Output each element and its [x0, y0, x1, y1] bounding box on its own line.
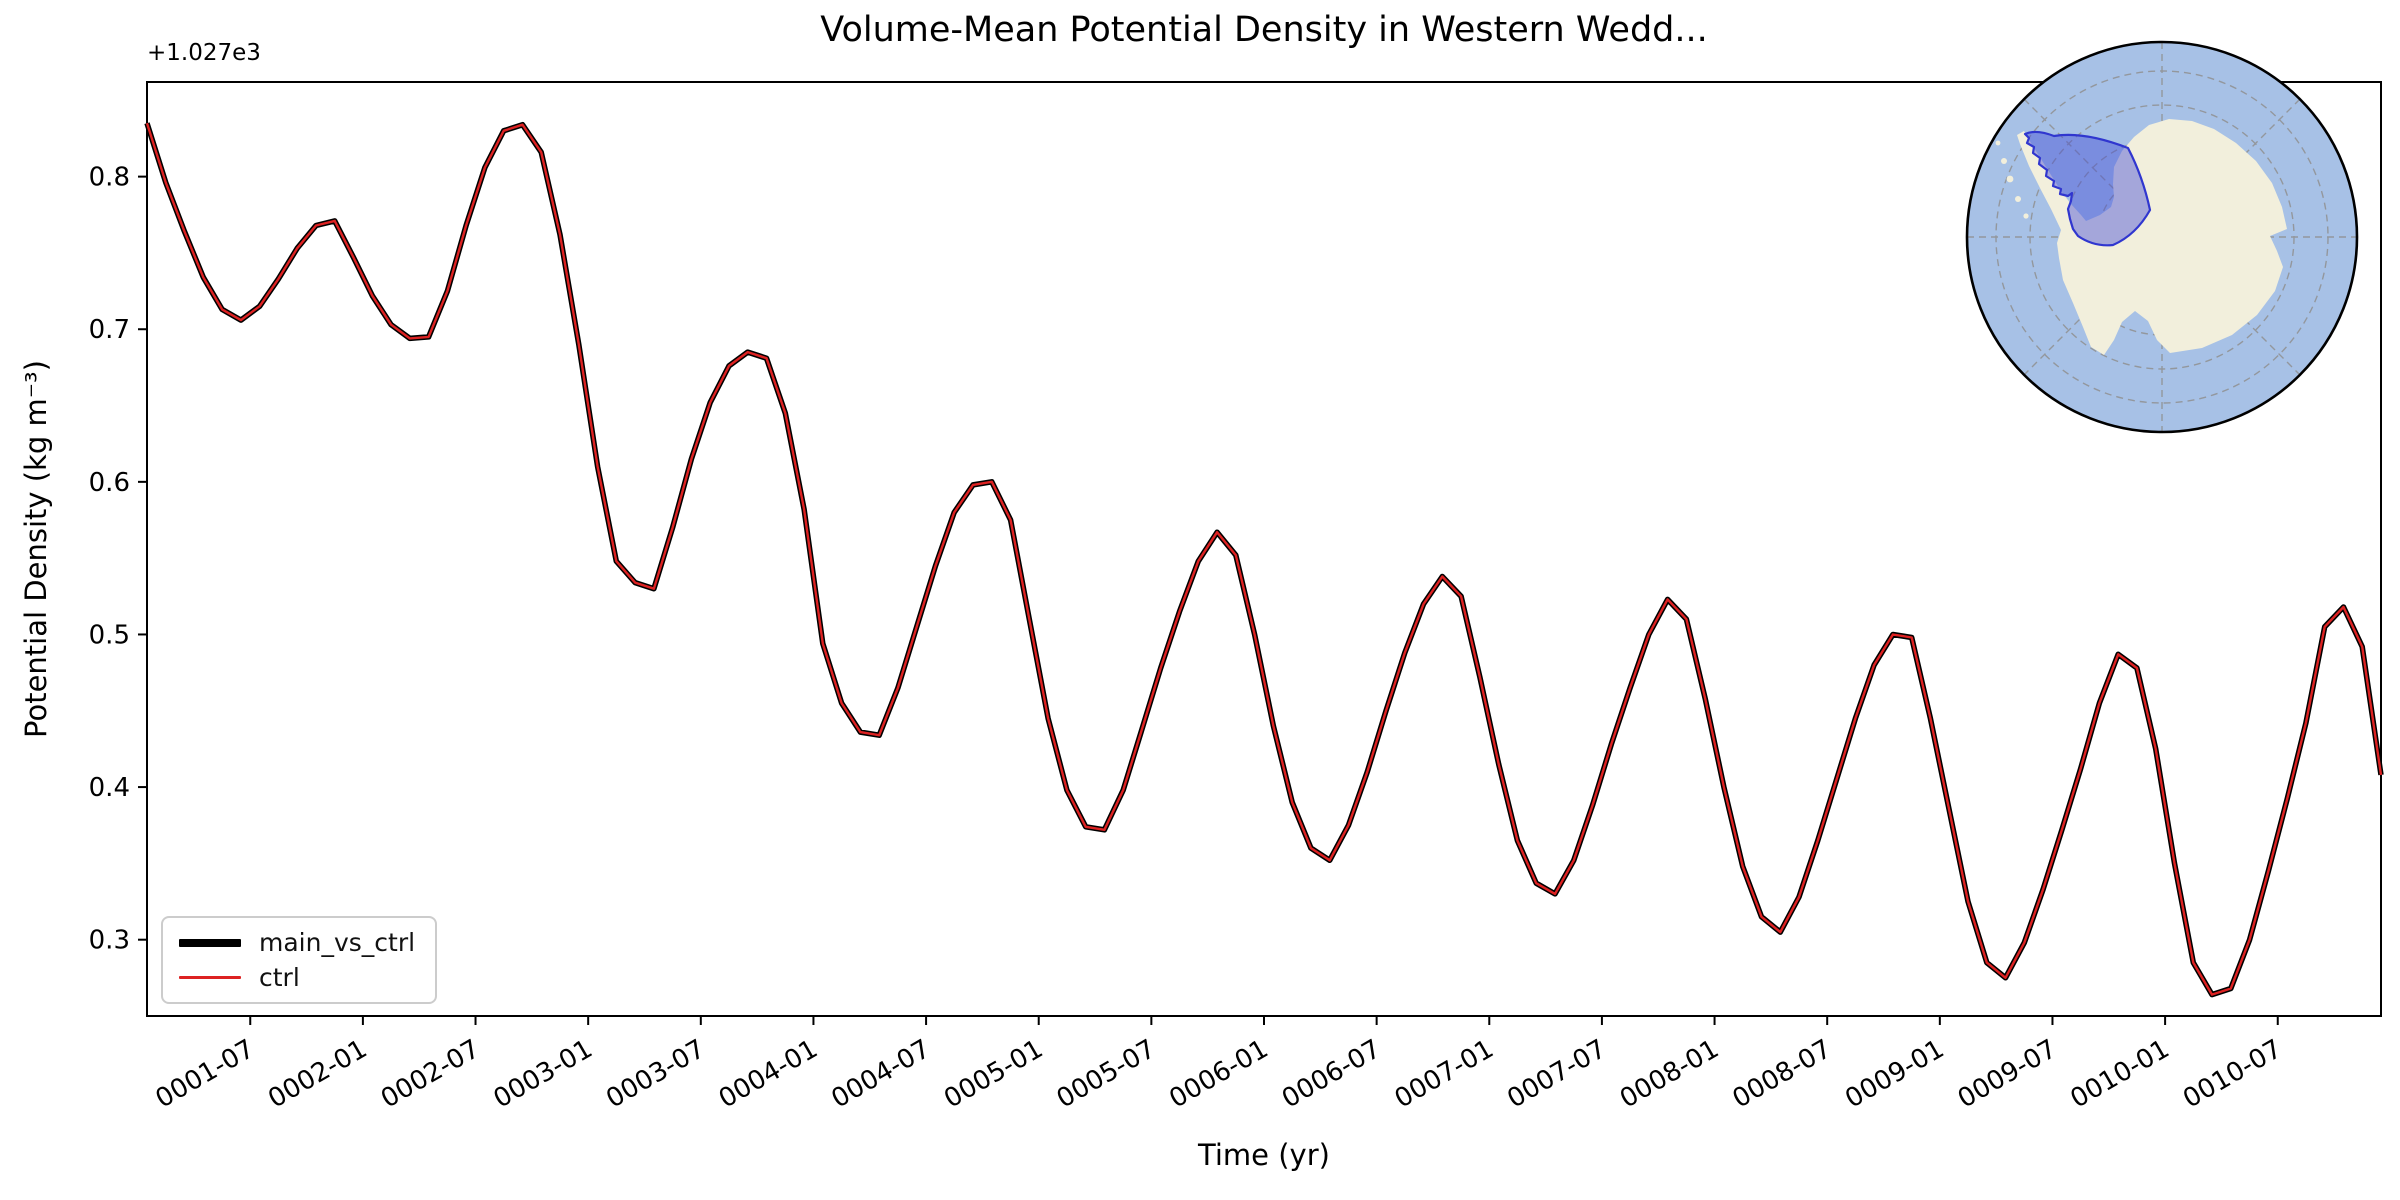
x-tick-label: 0002-07 — [376, 1034, 485, 1114]
x-tick-label: 0009-01 — [1840, 1034, 1949, 1114]
x-tick-label: 0009-07 — [1953, 1034, 2062, 1114]
y-tick-label: 0.4 — [89, 773, 130, 803]
x-tick-label: 0008-01 — [1615, 1034, 1724, 1114]
x-tick-label: 0002-01 — [263, 1034, 372, 1114]
x-tick-label: 0007-01 — [1390, 1034, 1499, 1114]
legend: main_vs_ctrl ctrl — [161, 916, 437, 1004]
legend-line-swatch-black — [179, 938, 241, 947]
x-tick-label: 0003-01 — [489, 1034, 598, 1114]
y-tick-label: 0.5 — [89, 620, 130, 650]
x-tick-label: 0006-07 — [1277, 1034, 1386, 1114]
y-tick-label: 0.3 — [89, 926, 130, 956]
y-axis-offset-label: +1.027e3 — [147, 40, 261, 66]
series-ctrl-line — [145, 122, 2383, 996]
x-tick-label: 0003-07 — [601, 1034, 710, 1114]
chart-title: Volume-Mean Potential Density in Western… — [820, 10, 1708, 50]
x-tick-label: 0010-07 — [2178, 1034, 2287, 1114]
y-axis-label: Potential Density (kg m⁻³) — [19, 360, 53, 738]
x-tick-label: 0006-01 — [1164, 1034, 1273, 1114]
x-tick-label: 0004-01 — [714, 1034, 823, 1114]
legend-entry-ctrl: ctrl — [163, 965, 435, 990]
legend-line-swatch-red — [179, 976, 241, 979]
y-tick-label: 0.6 — [89, 468, 130, 498]
antarctica-locator-map — [1965, 40, 2359, 434]
x-axis-label: Time (yr) — [1198, 1138, 1330, 1172]
x-tick-label: 0005-01 — [939, 1034, 1048, 1114]
x-tick-label: 0004-07 — [826, 1034, 935, 1114]
legend-entry-main-vs-ctrl: main_vs_ctrl — [163, 930, 435, 955]
x-tick-label: 0005-07 — [1052, 1034, 1161, 1114]
x-tick-label: 0001-07 — [151, 1034, 260, 1114]
x-tick-label: 0007-07 — [1502, 1034, 1611, 1114]
x-tick-label: 0008-07 — [1728, 1034, 1837, 1114]
x-tick-label: 0010-01 — [2066, 1034, 2175, 1114]
legend-label: ctrl — [259, 963, 300, 992]
map-border — [1965, 40, 2359, 434]
map-region-highlight-western-weddell — [2025, 131, 2150, 246]
y-tick-label: 0.7 — [89, 315, 130, 345]
map-region-highlight-outline — [2023, 130, 2152, 247]
legend-label: main_vs_ctrl — [259, 928, 416, 957]
y-tick-label: 0.8 — [89, 163, 130, 193]
